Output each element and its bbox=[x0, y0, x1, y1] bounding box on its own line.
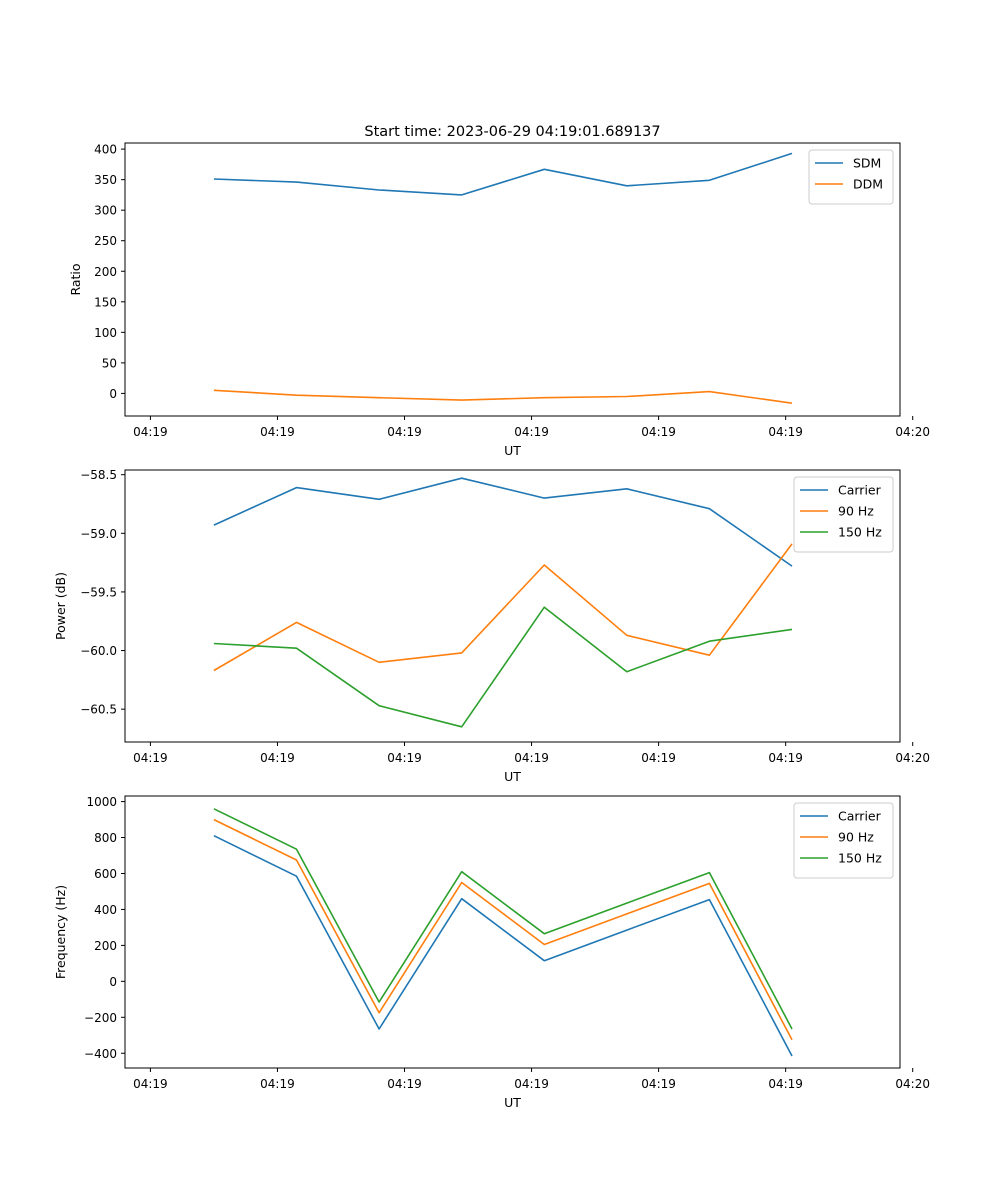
series-line-90-hz bbox=[213, 818, 793, 1041]
x-tick-label: 04:19 bbox=[133, 425, 168, 439]
y-tick-label: −60.0 bbox=[80, 644, 117, 658]
y-tick-label: −58.5 bbox=[80, 468, 117, 482]
x-tick-label: 04:19 bbox=[133, 751, 168, 765]
axes-frame bbox=[124, 795, 901, 1069]
y-tick-label: 150 bbox=[94, 295, 117, 309]
y-axis-label: Power (dB) bbox=[53, 572, 68, 640]
y-tick-label: −59.0 bbox=[80, 527, 117, 541]
legend-label: 150 Hz bbox=[838, 525, 882, 540]
legend-label: 90 Hz bbox=[838, 830, 874, 845]
y-tick-label: −59.5 bbox=[80, 585, 117, 599]
x-tick-label: 04:19 bbox=[387, 425, 422, 439]
y-tick-label: 100 bbox=[94, 326, 117, 340]
y-tick-label: 200 bbox=[94, 939, 117, 953]
ratio-chart: 04:19 04:19 04:19 04:19 04:19 04:19 04:20 0 50 10… bbox=[68, 142, 930, 458]
power-chart: 04:19 04:19 04:19 04:19 04:19 04:19 04:20 −58.5… bbox=[53, 468, 930, 784]
y-tick-label: −60.5 bbox=[80, 703, 117, 717]
x-axis-label: UT bbox=[504, 1095, 521, 1110]
y-tick-label: 350 bbox=[94, 173, 117, 187]
legend-label: SDM bbox=[853, 156, 881, 171]
x-tick-label: 04:19 bbox=[641, 1077, 676, 1091]
series-line-sdm bbox=[213, 152, 793, 196]
legend-label: Carrier bbox=[838, 483, 882, 498]
x-tick-label: 04:19 bbox=[768, 751, 803, 765]
y-tick-label: 50 bbox=[102, 356, 117, 370]
x-tick-label: 04:19 bbox=[133, 1077, 168, 1091]
y-tick-label: 400 bbox=[94, 143, 117, 157]
y-tick-label: −200 bbox=[84, 1011, 117, 1025]
x-tick-label: 04:19 bbox=[768, 1077, 803, 1091]
figure-title: Start time: 2023-06-29 04:19:01.689137 bbox=[364, 124, 660, 140]
y-tick-label: 0 bbox=[109, 387, 117, 401]
legend bbox=[793, 476, 894, 553]
legend bbox=[793, 802, 894, 879]
x-tick-label: 04:19 bbox=[260, 751, 295, 765]
series-line-90-hz bbox=[213, 543, 793, 672]
y-tick-label: 200 bbox=[94, 265, 117, 279]
series-line-ddm bbox=[213, 389, 793, 404]
legend-label: DDM bbox=[853, 177, 883, 192]
axes-frame bbox=[124, 469, 901, 743]
y-tick-label: 250 bbox=[94, 234, 117, 248]
y-tick-label: 300 bbox=[94, 204, 117, 218]
x-tick-label: 04:19 bbox=[768, 425, 803, 439]
y-tick-label: 600 bbox=[94, 867, 117, 881]
x-tick-label: 04:20 bbox=[895, 425, 930, 439]
y-tick-label: 0 bbox=[109, 975, 117, 989]
x-tick-label: 04:19 bbox=[387, 751, 422, 765]
frequency-chart: 04:19 04:19 04:19 04:19 04:19 04:19 04:20 −400 −… bbox=[53, 795, 930, 1110]
x-tick-label: 04:19 bbox=[387, 1077, 422, 1091]
y-tick-label: 400 bbox=[94, 903, 117, 917]
x-axis-label: UT bbox=[504, 443, 521, 458]
series-line-carrier bbox=[213, 834, 793, 1057]
series-line-150-hz bbox=[213, 606, 793, 728]
axes-frame bbox=[124, 142, 901, 417]
y-axis-label: Frequency (Hz) bbox=[53, 885, 68, 979]
x-tick-label: 04:19 bbox=[514, 1077, 549, 1091]
y-tick-label: −400 bbox=[84, 1047, 117, 1061]
x-tick-label: 04:19 bbox=[641, 751, 676, 765]
series-line-150-hz bbox=[213, 808, 793, 1030]
legend-label: 150 Hz bbox=[838, 851, 882, 866]
x-tick-label: 04:19 bbox=[514, 425, 549, 439]
x-tick-label: 04:19 bbox=[260, 1077, 295, 1091]
x-tick-label: 04:20 bbox=[895, 1077, 930, 1091]
x-tick-label: 04:19 bbox=[260, 425, 295, 439]
x-tick-label: 04:20 bbox=[895, 751, 930, 765]
legend-label: 90 Hz bbox=[838, 504, 874, 519]
legend-label: Carrier bbox=[838, 809, 882, 824]
series-line-carrier bbox=[213, 477, 793, 567]
y-tick-label: 800 bbox=[94, 831, 117, 845]
x-tick-label: 04:19 bbox=[514, 751, 549, 765]
y-axis-label: Ratio bbox=[68, 263, 83, 295]
y-tick-label: 1000 bbox=[86, 795, 117, 809]
x-axis-label: UT bbox=[504, 769, 521, 784]
x-tick-label: 04:19 bbox=[641, 425, 676, 439]
